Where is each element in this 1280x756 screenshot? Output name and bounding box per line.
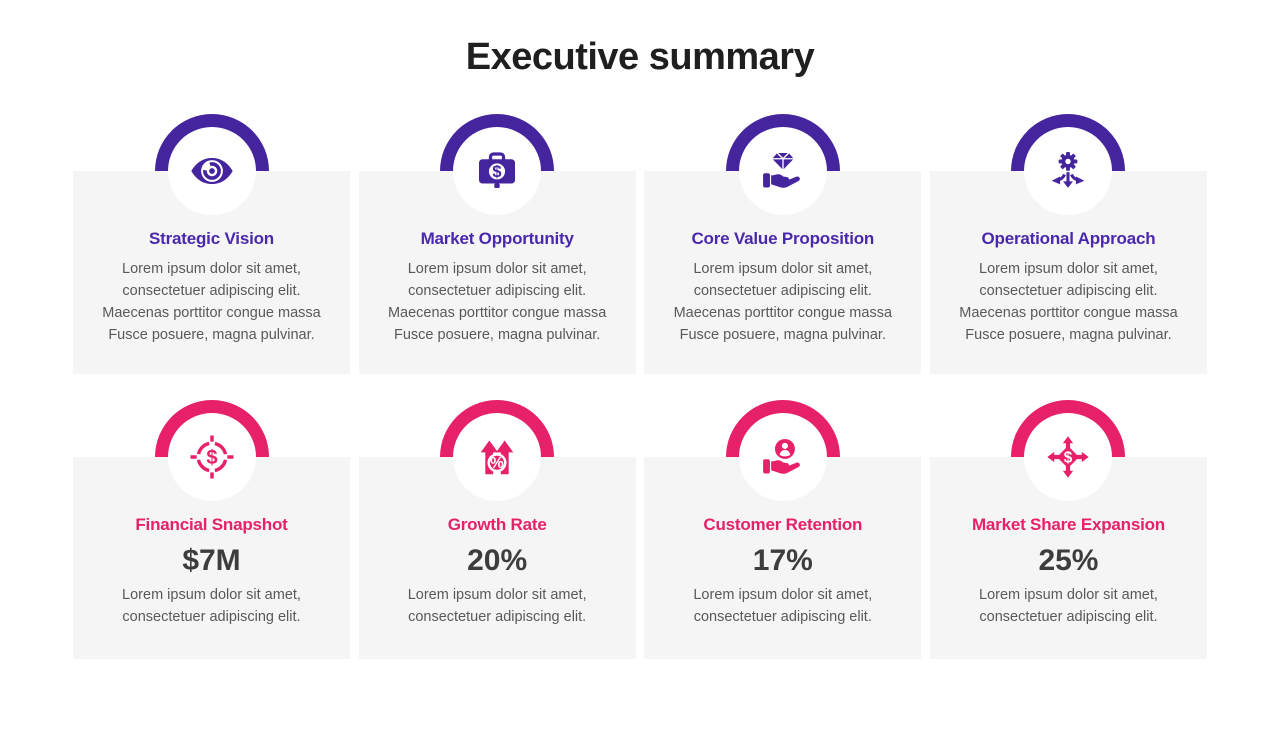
executive-summary-slide: Executive summary Strategic Vision Lorem… [0, 36, 1280, 756]
card-description: Lorem ipsum dolor sit amet, consectetuer… [122, 587, 301, 626]
card-description: Lorem ipsum dolor sit amet, consectetuer… [979, 587, 1158, 626]
card-growth-rate: Growth Rate 20% Lorem ipsum dolor sit am… [358, 400, 636, 659]
icon-disc [738, 127, 827, 215]
diamond-hand-icon [762, 152, 800, 188]
eye-icon [190, 157, 233, 185]
card-title: Market Opportunity [420, 229, 574, 248]
icon-disc: $ [1024, 413, 1113, 501]
card-title: Growth Rate [447, 515, 547, 534]
card-description: Lorem ipsum dolor sit amet, consectetuer… [102, 261, 321, 344]
card-strategic-vision: Strategic Vision Lorem ipsum dolor sit a… [73, 114, 350, 374]
briefcase-dollar-icon: $ [479, 152, 516, 189]
top-row: Strategic Vision Lorem ipsum dolor sit a… [73, 114, 1207, 374]
svg-text:$: $ [1064, 450, 1073, 467]
expand-arrows-dollar-icon: $ [1047, 436, 1090, 478]
growth-arrows-icon: % [480, 440, 514, 475]
card-title: Market Share Expansion [971, 515, 1165, 534]
card-financial-snapshot: Financial Snapshot $7M Lorem ipsum dolor… [73, 400, 350, 659]
card-title: Financial Snapshot [135, 515, 288, 534]
card-title: Strategic Vision [149, 229, 274, 248]
target-dollar-icon: $ [190, 435, 233, 479]
icon-disc: $ [453, 127, 542, 215]
card-title: Core Value Proposition [691, 229, 875, 248]
gear-arrows-icon [1052, 152, 1085, 188]
svg-text:$: $ [206, 447, 217, 469]
card-title: Customer Retention [703, 515, 863, 534]
person-hand-icon [762, 438, 800, 474]
stat-value: $7M [182, 544, 241, 577]
icon-disc: % [453, 413, 542, 501]
icon-disc: $ [167, 413, 256, 501]
icon-disc [1024, 127, 1113, 215]
card-core-value-proposition: Core Value Proposition Lorem ipsum dolor… [644, 114, 922, 374]
icon-disc [738, 413, 827, 501]
card-customer-retention: Customer Retention 17% Lorem ipsum dolor… [644, 400, 922, 659]
svg-text:$: $ [493, 163, 502, 181]
stat-value: 20% [467, 544, 528, 577]
card-description: Lorem ipsum dolor sit amet, consectetuer… [407, 587, 587, 626]
card-description: Lorem ipsum dolor sit amet, consectetuer… [673, 261, 893, 344]
card-operational-approach: Operational Approach Lorem ipsum dolor s… [929, 114, 1207, 374]
card-body: Market Opportunity Lorem ipsum dolor sit… [358, 171, 636, 374]
card-market-share-expansion: Market Share Expansion 25% Lorem ipsum d… [929, 400, 1207, 659]
card-market-opportunity: Market Opportunity Lorem ipsum dolor sit… [358, 114, 636, 374]
stat-value: 25% [1038, 544, 1099, 577]
stat-value: 17% [752, 544, 813, 577]
icon-disc [167, 127, 256, 215]
bottom-row: Financial Snapshot $7M Lorem ipsum dolor… [73, 400, 1207, 659]
card-description: Lorem ipsum dolor sit amet, consectetuer… [693, 587, 873, 626]
card-description: Lorem ipsum dolor sit amet, consectetuer… [959, 261, 1178, 344]
card-description: Lorem ipsum dolor sit amet, consectetuer… [387, 261, 607, 344]
svg-text:%: % [490, 455, 504, 472]
card-title: Operational Approach [981, 229, 1156, 248]
page-title: Executive summary [465, 36, 815, 78]
